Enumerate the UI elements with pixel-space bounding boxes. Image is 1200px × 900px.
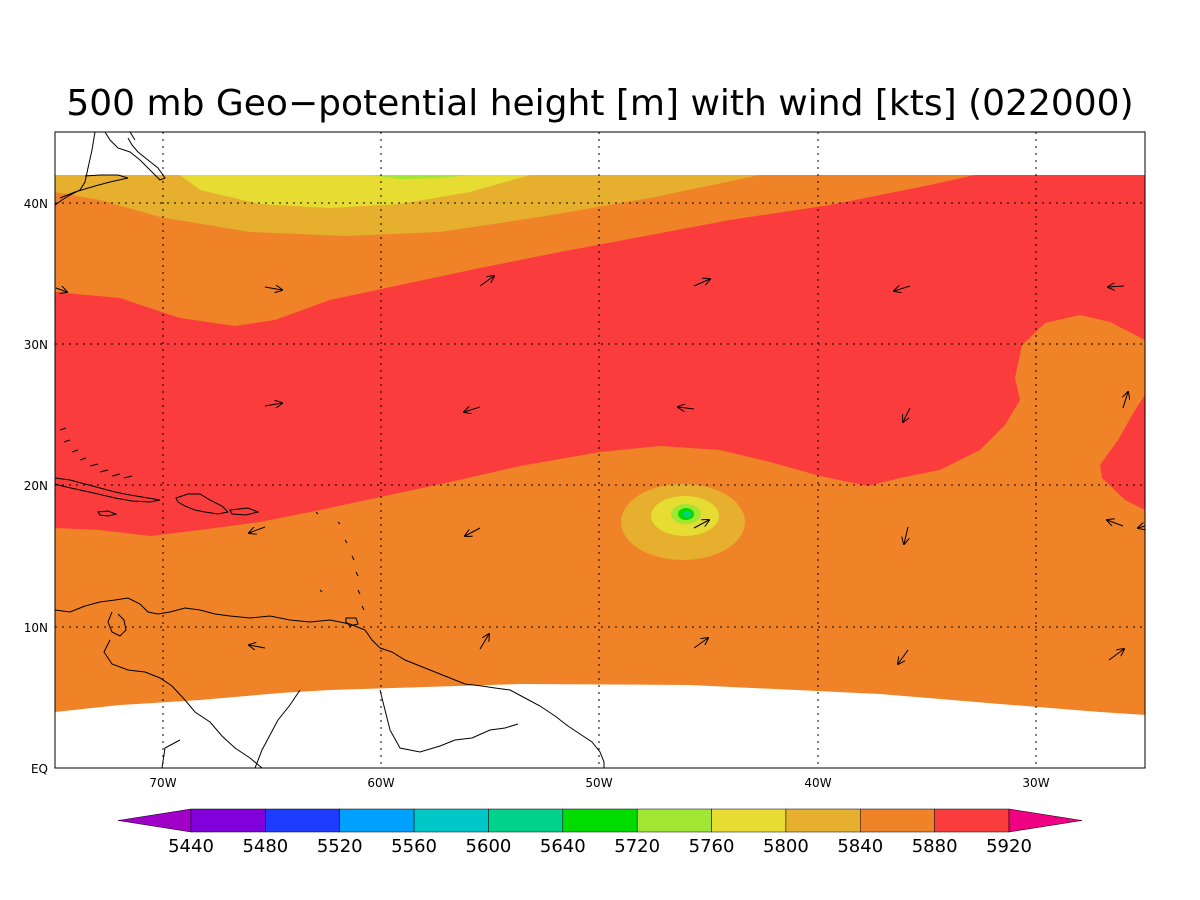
- lon-label: 50W: [585, 776, 612, 790]
- colorbar-label: 5520: [317, 836, 363, 857]
- wind-vector: [898, 649, 909, 664]
- height-field: [55, 175, 1145, 715]
- lat-label: 40N: [24, 197, 48, 211]
- colorbar-swatch: [711, 808, 787, 833]
- colorbar-label: 5760: [689, 836, 735, 857]
- wind-vector: [693, 279, 710, 287]
- map-title: 500 mb Geo−potential height [m] with win…: [66, 83, 1133, 124]
- colorbar-swatch: [413, 808, 489, 833]
- wind-vector: [1138, 526, 1145, 528]
- lat-label: 30N: [24, 338, 48, 352]
- coast-north-america: [55, 132, 166, 206]
- lat-label: 20N: [24, 479, 48, 493]
- contour-fill-5920: [55, 175, 1145, 536]
- coastlines: [55, 132, 605, 768]
- wind-vector: [1108, 649, 1124, 661]
- colorbar-label: 5640: [540, 836, 586, 857]
- wind-vector: [464, 407, 481, 412]
- wind-vector: [479, 276, 494, 287]
- colorbar-swatch: [488, 808, 564, 833]
- coast-trinidad: [345, 617, 359, 627]
- colorbar-swatch: [636, 808, 712, 833]
- wind-vector: [904, 526, 908, 544]
- colorbar-arrow-high: [1008, 808, 1083, 833]
- wind-vector: [1107, 520, 1124, 527]
- colorbar-swatch: [934, 808, 1010, 833]
- colorbar-label: 5800: [763, 836, 809, 857]
- wind-vector: [264, 287, 282, 290]
- colorbar-arrow-low: [117, 808, 192, 833]
- colorbar-swatch: [562, 808, 638, 833]
- wind-vector: [903, 407, 911, 422]
- colorbar-label: 5720: [614, 836, 660, 857]
- wind-vector: [55, 288, 67, 292]
- coast-bahamas: [59, 427, 133, 479]
- colorbar-label: 5560: [391, 836, 437, 857]
- colorbar-label: 5440: [168, 836, 214, 857]
- wind-vector: [693, 638, 708, 649]
- wind-vector: [894, 286, 911, 291]
- lon-label: 40W: [804, 776, 831, 790]
- lat-label: 10N: [24, 621, 48, 635]
- latitude-axis: 40N 30N 20N 10N EQ: [24, 197, 48, 776]
- colorbar-label: 5600: [466, 836, 512, 857]
- colorbar-swatch: [339, 808, 415, 833]
- longitude-axis: 70W 60W 50W 40W 30W: [149, 776, 1049, 790]
- contour-fill-5760: [370, 175, 470, 179]
- colorbar-label: 5840: [837, 836, 883, 857]
- graticule: [55, 132, 1145, 768]
- cyclone-5640: [683, 511, 691, 517]
- colorbar-label: 5920: [986, 836, 1032, 857]
- wind-vector: [693, 520, 709, 529]
- lon-label: 70W: [149, 776, 176, 790]
- wind-vector: [465, 527, 481, 536]
- map-frame: [54, 131, 1146, 769]
- colorbar-label: 5480: [242, 836, 288, 857]
- wind-vector: [1123, 392, 1128, 409]
- lon-label: 30W: [1022, 776, 1049, 790]
- coast-puerto-rico: [229, 507, 260, 516]
- colorbar: 5440 5480 5520 5560 5600 5640 5720 5760 5800 5840…: [117, 808, 1083, 857]
- map-panel: [54, 131, 1146, 769]
- wind-vector: [249, 645, 266, 648]
- coast-hispaniola: [175, 493, 230, 515]
- contour-fill-5800: [180, 175, 530, 208]
- colorbar-label: 5880: [912, 836, 958, 857]
- contour-fill-5920-east: [1100, 395, 1145, 510]
- wind-vector: [264, 403, 282, 406]
- colorbar-swatch: [265, 808, 340, 833]
- wind-vector: [678, 407, 695, 409]
- wind-vector: [1108, 286, 1125, 287]
- wind-vector: [479, 634, 489, 650]
- colorbar-swatch: [785, 808, 861, 833]
- colorbar-swatch: [860, 808, 935, 833]
- coast-south-america: [55, 597, 605, 768]
- colorbar-swatch: [190, 808, 266, 833]
- wind-vector: [249, 526, 266, 533]
- wind-vectors: [55, 276, 1145, 664]
- lat-label: EQ: [31, 762, 48, 776]
- coast-lesser-antilles: [315, 511, 365, 611]
- coast-jamaica: [97, 510, 118, 517]
- lon-label: 60W: [367, 776, 394, 790]
